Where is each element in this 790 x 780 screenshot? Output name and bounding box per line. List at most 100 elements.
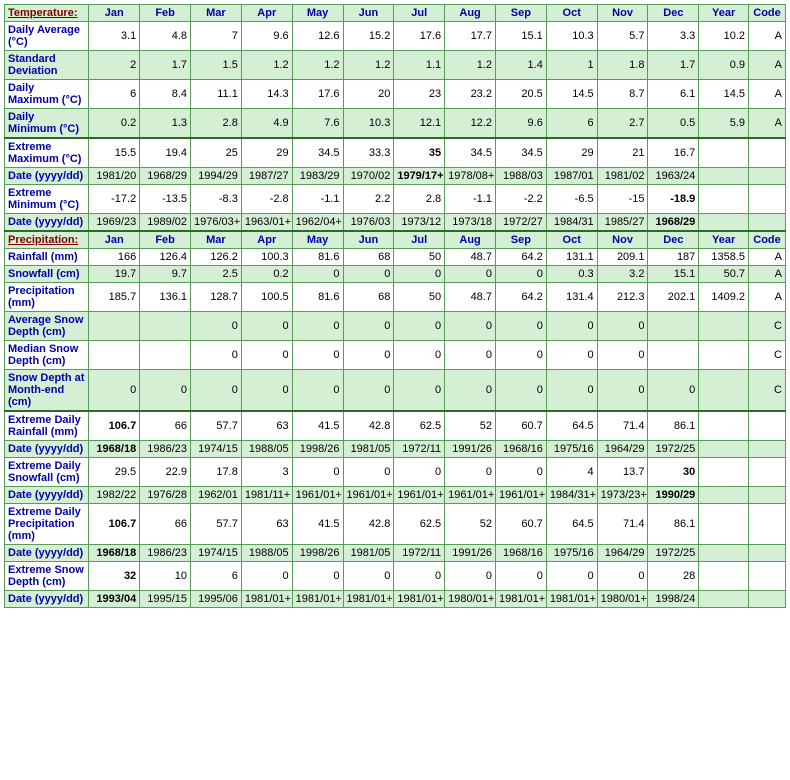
data-cell: A [749, 266, 786, 283]
data-cell: 48.7 [445, 249, 496, 266]
row-label: Median Snow Depth (cm) [5, 341, 89, 370]
data-cell: -18.9 [648, 185, 699, 214]
data-cell: 23.2 [445, 80, 496, 109]
data-cell: 1985/27 [597, 214, 648, 232]
row-label: Date (yyyy/dd) [5, 441, 89, 458]
row-label: Daily Average (°C) [5, 22, 89, 51]
column-header: Sep [495, 5, 546, 22]
data-cell [749, 138, 786, 168]
data-cell [648, 341, 699, 370]
data-cell: 106.7 [89, 504, 140, 545]
data-cell: 4.8 [140, 22, 191, 51]
data-cell: 0 [140, 370, 191, 412]
data-cell: 1995/06 [191, 591, 242, 608]
data-cell: 0.3 [546, 266, 597, 283]
data-cell: -17.2 [89, 185, 140, 214]
data-cell: 42.8 [343, 504, 394, 545]
data-cell [699, 138, 749, 168]
row-label: Extreme Daily Precipitation (mm) [5, 504, 89, 545]
data-cell: 126.4 [140, 249, 191, 266]
data-cell: 32 [89, 562, 140, 591]
row-label: Date (yyyy/dd) [5, 487, 89, 504]
row-label: Extreme Minimum (°C) [5, 185, 89, 214]
data-cell: 1986/23 [140, 545, 191, 562]
column-header: Code [749, 5, 786, 22]
data-cell: 1962/04+ [292, 214, 343, 232]
data-cell [749, 545, 786, 562]
data-cell: 1984/31 [546, 214, 597, 232]
data-cell: 1975/16 [546, 545, 597, 562]
data-cell: 1991/26 [445, 545, 496, 562]
data-cell: 0 [343, 458, 394, 487]
data-cell: 1978/08+ [445, 168, 496, 185]
data-cell: 0 [495, 458, 546, 487]
data-cell [140, 312, 191, 341]
data-cell: 0 [343, 370, 394, 412]
data-cell: 209.1 [597, 249, 648, 266]
data-cell: 1.2 [445, 51, 496, 80]
data-cell: 1993/04 [89, 591, 140, 608]
data-cell: 1981/11+ [241, 487, 292, 504]
data-cell: 10.3 [546, 22, 597, 51]
data-cell: 10.2 [699, 22, 749, 51]
data-cell: 1998/24 [648, 591, 699, 608]
data-cell [749, 487, 786, 504]
data-cell: 64.5 [546, 504, 597, 545]
column-header: Year [699, 231, 749, 249]
column-header: Aug [445, 231, 496, 249]
data-cell: 1974/15 [191, 441, 242, 458]
column-header: Oct [546, 231, 597, 249]
data-cell: -13.5 [140, 185, 191, 214]
data-cell: 1987/01 [546, 168, 597, 185]
data-cell: -8.3 [191, 185, 242, 214]
data-cell: 6 [89, 80, 140, 109]
data-cell: 41.5 [292, 504, 343, 545]
data-cell: 1.7 [140, 51, 191, 80]
data-cell: 12.1 [394, 109, 445, 139]
data-cell: 0 [394, 370, 445, 412]
data-cell: 22.9 [140, 458, 191, 487]
data-cell: 1981/01+ [546, 591, 597, 608]
data-cell: 1988/05 [241, 441, 292, 458]
data-cell: 1972/25 [648, 545, 699, 562]
data-cell: 0 [546, 562, 597, 591]
data-cell: 29 [546, 138, 597, 168]
data-cell: 1.7 [648, 51, 699, 80]
column-header: Apr [241, 5, 292, 22]
data-cell: 57.7 [191, 504, 242, 545]
data-cell: -1.1 [445, 185, 496, 214]
data-cell: 0 [343, 562, 394, 591]
column-header: Dec [648, 231, 699, 249]
data-cell: 12.6 [292, 22, 343, 51]
data-cell [699, 185, 749, 214]
data-cell: 1998/26 [292, 441, 343, 458]
data-cell: 1989/02 [140, 214, 191, 232]
data-cell: 1974/15 [191, 545, 242, 562]
data-cell: 0 [495, 370, 546, 412]
data-cell: 64.5 [546, 411, 597, 441]
data-cell: 100.3 [241, 249, 292, 266]
data-cell: 1973/18 [445, 214, 496, 232]
row-label: Rainfall (mm) [5, 249, 89, 266]
column-header: May [292, 231, 343, 249]
row-label: Precipitation (mm) [5, 283, 89, 312]
data-cell: 0 [394, 341, 445, 370]
data-cell [699, 411, 749, 441]
data-cell: 1987/27 [241, 168, 292, 185]
data-cell: 1970/02 [343, 168, 394, 185]
data-cell: 1984/31+ [546, 487, 597, 504]
data-cell: 0 [191, 312, 242, 341]
row-label: Date (yyyy/dd) [5, 214, 89, 232]
data-cell: 0 [495, 312, 546, 341]
data-cell: 1968/18 [89, 441, 140, 458]
data-cell: 10.3 [343, 109, 394, 139]
data-cell: 1409.2 [699, 283, 749, 312]
data-cell: 1 [546, 51, 597, 80]
column-header: Aug [445, 5, 496, 22]
data-cell: 0 [241, 562, 292, 591]
data-cell: 1961/01+ [343, 487, 394, 504]
data-cell [699, 458, 749, 487]
data-cell: 1981/01+ [343, 591, 394, 608]
data-cell: 6 [191, 562, 242, 591]
data-cell: 0 [343, 341, 394, 370]
